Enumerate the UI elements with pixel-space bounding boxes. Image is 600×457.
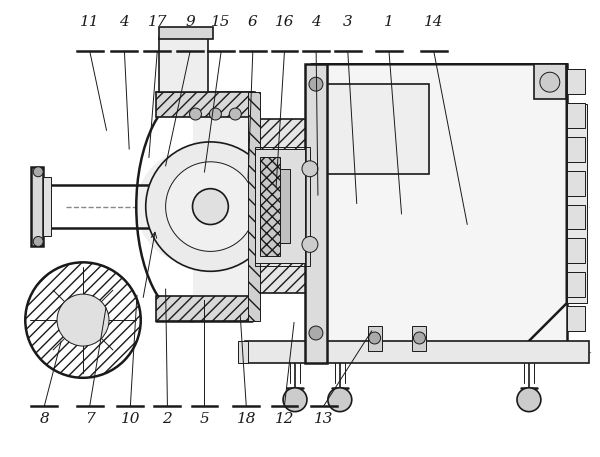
Text: 11: 11 bbox=[80, 16, 100, 29]
Text: 12: 12 bbox=[275, 412, 294, 425]
Circle shape bbox=[57, 294, 109, 346]
Text: 15: 15 bbox=[211, 16, 231, 29]
Bar bbox=[255, 149, 305, 263]
Bar bbox=[567, 205, 584, 229]
Bar bbox=[43, 177, 51, 236]
Circle shape bbox=[283, 388, 307, 412]
Bar bbox=[567, 239, 584, 263]
Circle shape bbox=[328, 388, 352, 412]
Bar bbox=[567, 104, 587, 303]
Circle shape bbox=[33, 167, 43, 177]
Bar bbox=[155, 296, 255, 321]
Circle shape bbox=[193, 189, 229, 224]
Bar bbox=[412, 326, 427, 351]
Bar bbox=[193, 92, 253, 321]
Bar bbox=[567, 306, 584, 331]
Bar bbox=[567, 137, 584, 162]
Bar bbox=[252, 119, 307, 293]
Text: 6: 6 bbox=[248, 16, 257, 29]
Polygon shape bbox=[312, 64, 567, 343]
Bar bbox=[248, 92, 260, 321]
Bar bbox=[158, 37, 208, 92]
Circle shape bbox=[190, 108, 202, 120]
Text: 4: 4 bbox=[119, 16, 129, 29]
Bar bbox=[31, 167, 43, 246]
Circle shape bbox=[209, 108, 221, 120]
Bar bbox=[155, 92, 255, 117]
Bar bbox=[567, 69, 584, 94]
Circle shape bbox=[309, 77, 323, 91]
Text: 13: 13 bbox=[314, 412, 334, 425]
Text: 5: 5 bbox=[200, 412, 209, 425]
Text: 9: 9 bbox=[185, 16, 195, 29]
Bar bbox=[158, 27, 214, 39]
Text: 7: 7 bbox=[85, 412, 95, 425]
Text: 1: 1 bbox=[384, 16, 394, 29]
Circle shape bbox=[33, 236, 43, 246]
Circle shape bbox=[229, 108, 241, 120]
Bar bbox=[260, 164, 275, 249]
Circle shape bbox=[517, 388, 541, 412]
Bar bbox=[325, 84, 430, 174]
Bar bbox=[278, 169, 290, 244]
Bar bbox=[567, 171, 584, 196]
Bar bbox=[534, 64, 566, 99]
Circle shape bbox=[302, 161, 318, 177]
Circle shape bbox=[309, 326, 323, 340]
Circle shape bbox=[302, 236, 318, 252]
Circle shape bbox=[413, 332, 425, 344]
Text: 3: 3 bbox=[343, 16, 353, 29]
Circle shape bbox=[166, 162, 255, 251]
Circle shape bbox=[146, 142, 275, 271]
Circle shape bbox=[368, 332, 380, 344]
Text: 2: 2 bbox=[163, 412, 172, 425]
Bar bbox=[567, 272, 584, 297]
Bar bbox=[312, 64, 567, 343]
Text: 16: 16 bbox=[275, 16, 294, 29]
Bar bbox=[305, 64, 327, 363]
Wedge shape bbox=[136, 149, 193, 264]
Circle shape bbox=[25, 262, 141, 378]
Bar bbox=[255, 147, 310, 266]
Text: 4: 4 bbox=[311, 16, 321, 29]
Bar bbox=[260, 157, 280, 256]
Text: 14: 14 bbox=[424, 16, 443, 29]
Bar bbox=[245, 341, 589, 363]
Text: 8: 8 bbox=[40, 412, 49, 425]
Circle shape bbox=[540, 72, 560, 92]
Text: 17: 17 bbox=[148, 16, 167, 29]
Text: 10: 10 bbox=[121, 412, 140, 425]
Bar bbox=[567, 103, 584, 128]
Bar bbox=[368, 326, 382, 351]
Bar bbox=[238, 341, 248, 363]
Text: 18: 18 bbox=[236, 412, 256, 425]
